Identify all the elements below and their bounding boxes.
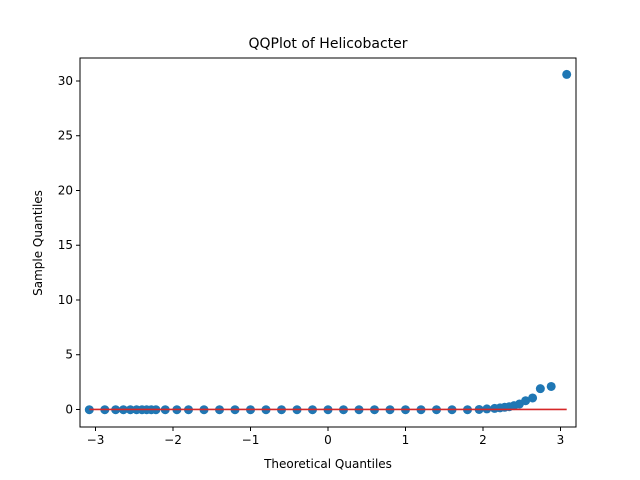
data-point bbox=[521, 396, 531, 406]
y-tick-label: 5 bbox=[65, 348, 73, 362]
y-tick-label: 20 bbox=[58, 183, 73, 197]
x-tick-label: 0 bbox=[324, 433, 332, 447]
data-point bbox=[528, 393, 538, 403]
y-tick-label: 0 bbox=[65, 402, 73, 416]
x-tick-label: 1 bbox=[402, 433, 410, 447]
y-tick-label: 30 bbox=[58, 74, 73, 88]
axes-frame bbox=[79, 57, 577, 428]
y-axis-label: Sample Quantiles bbox=[31, 190, 45, 296]
x-tick-label: −3 bbox=[87, 433, 105, 447]
x-axis: −3 −2 −1 0 1 2 3 bbox=[87, 427, 565, 447]
plot-area bbox=[84, 69, 572, 415]
x-tick-label: −2 bbox=[164, 433, 182, 447]
y-tick-label: 15 bbox=[58, 238, 73, 252]
x-axis-label: Theoretical Quantiles bbox=[263, 457, 392, 471]
x-tick-label: 2 bbox=[479, 433, 487, 447]
data-point bbox=[535, 384, 545, 394]
x-tick-label: 3 bbox=[557, 433, 565, 447]
x-tick-label: −1 bbox=[242, 433, 260, 447]
y-axis: 0 5 10 15 20 25 30 bbox=[58, 74, 80, 416]
data-point bbox=[562, 69, 572, 79]
y-tick-label: 25 bbox=[58, 129, 73, 143]
y-tick-label: 10 bbox=[58, 293, 73, 307]
chart-title: QQPlot of Helicobacter bbox=[248, 36, 407, 52]
data-point bbox=[546, 381, 556, 391]
